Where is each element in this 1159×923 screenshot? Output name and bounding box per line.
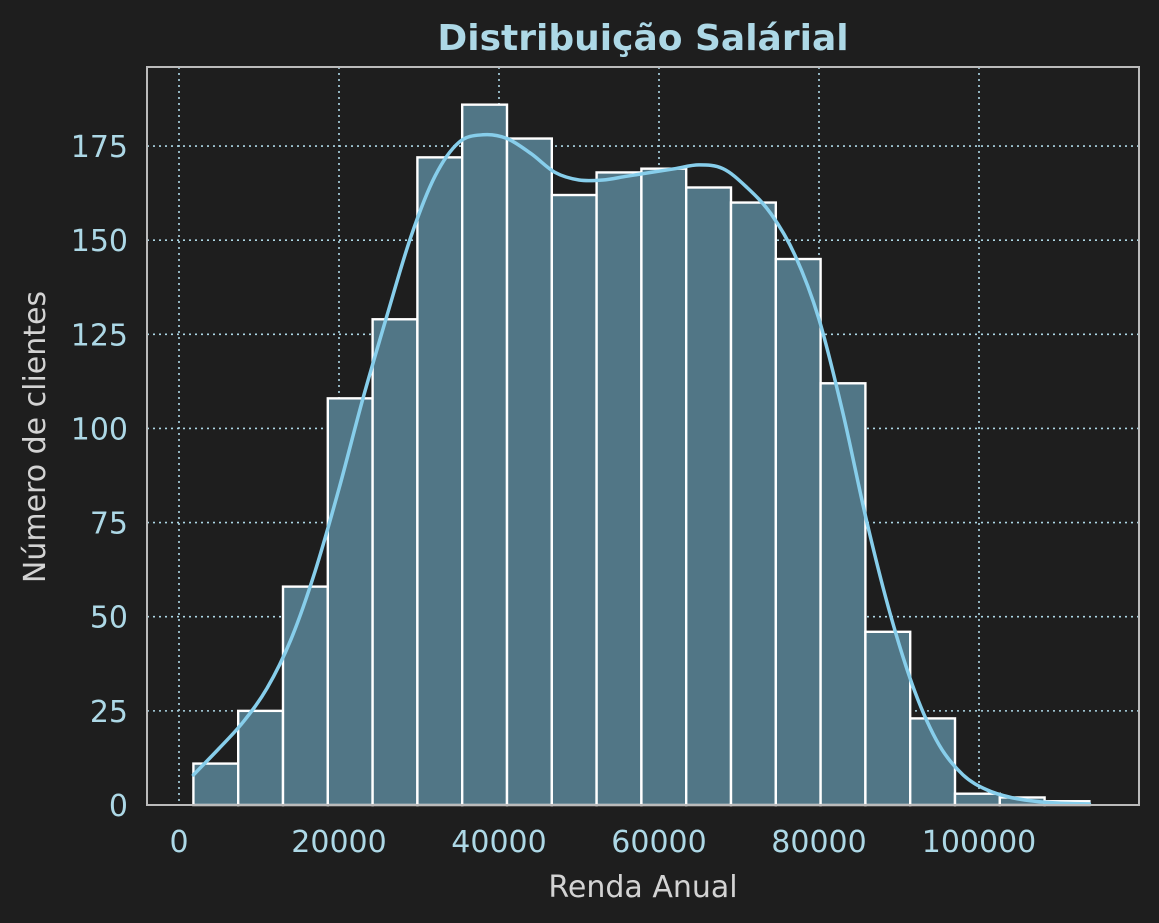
- y-tick-label: 100: [71, 412, 128, 447]
- histogram-bar: [550, 193, 598, 807]
- y-tick-labels: 0 25 50 75 100 125 150 175: [71, 130, 128, 824]
- histogram-bars: [192, 103, 1091, 807]
- histogram-bar: [685, 186, 733, 807]
- y-tick-label: 175: [71, 130, 128, 165]
- histogram-bar: [774, 257, 822, 807]
- histogram-bar: [326, 397, 374, 807]
- kde-curve-layer: [191, 132, 1092, 806]
- x-tick-label: 60000: [611, 825, 706, 860]
- y-tick-label: 125: [71, 318, 128, 353]
- chart-title: Distribuição Salárial: [437, 18, 848, 59]
- x-tick-label: 20000: [291, 825, 386, 860]
- histogram-bar: [416, 156, 464, 807]
- y-tick-label: 150: [71, 224, 128, 259]
- x-axis-label: Renda Anual: [548, 870, 737, 905]
- histogram-bar: [729, 201, 777, 807]
- histogram-bar: [281, 585, 329, 807]
- kde-curve: [191, 132, 1092, 806]
- histogram-bar: [461, 103, 509, 807]
- histogram-bar: [371, 318, 419, 807]
- y-axis-label: Número de clientes: [18, 291, 53, 583]
- y-tick-label: 50: [90, 601, 128, 636]
- y-tick-label: 25: [90, 695, 128, 730]
- histogram-bar: [595, 171, 643, 807]
- x-tick-label: 40000: [451, 825, 546, 860]
- histogram-bar: [236, 709, 285, 807]
- y-tick-label: 0: [109, 789, 128, 824]
- x-tick-labels: 0 20000 40000 60000 80000 100000: [169, 825, 1036, 860]
- x-tick-label: 80000: [771, 825, 866, 860]
- histogram-bar: [505, 137, 553, 807]
- histogram-bar: [640, 167, 688, 807]
- histogram-bar: [953, 792, 1001, 807]
- y-tick-label: 75: [90, 507, 128, 542]
- histogram-bar: [819, 382, 867, 807]
- x-tick-label: 0: [169, 825, 188, 860]
- histogram-bar: [192, 762, 240, 807]
- axes-frame: [146, 66, 1140, 806]
- x-tick-label: 100000: [922, 825, 1037, 860]
